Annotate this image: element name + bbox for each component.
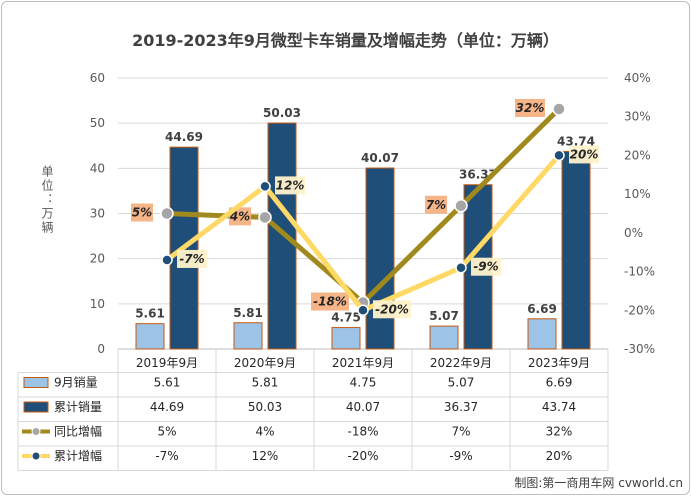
table-value: 6.69	[546, 376, 573, 390]
table-value: 5%	[157, 425, 176, 439]
y-tick-label: 50	[90, 116, 105, 130]
table-value: 44.69	[150, 400, 184, 414]
data-label-box	[373, 300, 411, 319]
data-label-box	[275, 176, 305, 195]
y2-tick-label: 30%	[624, 110, 651, 124]
legend-key-marker	[31, 427, 41, 436]
bar-value-label: 5.61	[135, 307, 165, 321]
y2-tick-label: 40%	[624, 71, 651, 85]
x-tick-label: 2022年9月	[430, 356, 492, 370]
data-label-box	[471, 257, 501, 276]
table-value: -9%	[449, 449, 472, 463]
legend-key	[23, 401, 49, 413]
line-marker	[160, 206, 174, 221]
y-tick-label: 30	[90, 207, 105, 221]
line-marker	[553, 149, 565, 162]
data-label-box	[425, 195, 447, 214]
data-label-box	[569, 145, 599, 164]
y2-tick-label: 20%	[624, 148, 651, 162]
bar-value-label: 5.07	[429, 309, 459, 323]
table-value: -7%	[155, 449, 178, 463]
x-tick-label: 2020年9月	[234, 356, 296, 370]
bar-value-label: 44.69	[165, 130, 203, 144]
x-tick-label: 2019年9月	[136, 356, 198, 370]
bar-value-label: 5.81	[233, 306, 263, 320]
line-marker	[259, 180, 271, 193]
y2-tick-label: -30%	[624, 342, 655, 356]
table-value: 36.37	[444, 400, 478, 414]
table-value: 20%	[546, 449, 573, 463]
table-value: 5.07	[448, 376, 475, 390]
data-label-box	[177, 249, 207, 268]
bar	[365, 167, 395, 350]
table-value: 32%	[546, 425, 573, 439]
line-value-label: -18%	[313, 295, 347, 309]
y-tick-label: 20	[90, 252, 105, 266]
table-value: 5.81	[252, 376, 279, 390]
legend-label: 累计销量	[54, 400, 102, 414]
line-marker	[161, 254, 173, 266]
line-value-label: 12%	[276, 178, 305, 192]
y-tick-label: 40	[90, 161, 105, 175]
bar	[331, 327, 361, 350]
bar	[267, 122, 297, 350]
y-tick-label: 0	[97, 342, 105, 356]
data-label-box	[131, 203, 153, 222]
legend-key	[23, 377, 49, 388]
legend-label: 累计增幅	[54, 448, 102, 463]
legend-key-marker	[31, 451, 41, 461]
y2-tick-label: -20%	[624, 303, 655, 317]
y2-tick-label: 0%	[624, 226, 643, 240]
line-marker	[258, 210, 272, 225]
legend-label: 9月销量	[54, 376, 98, 390]
bar	[527, 318, 557, 350]
line-value-label: 20%	[570, 147, 599, 161]
line-value-label: 4%	[229, 209, 250, 223]
line-value-label: -9%	[473, 260, 498, 274]
data-label-box	[311, 292, 349, 311]
data-label-box	[515, 98, 545, 117]
table-value: 7%	[451, 425, 470, 439]
table-value: 40.07	[346, 400, 380, 414]
line-value-label: 7%	[426, 198, 446, 212]
table-value: 4%	[255, 425, 274, 439]
bar-value-label: 40.07	[361, 151, 399, 165]
line-marker	[455, 261, 467, 274]
bar-value-label: 43.74	[557, 134, 595, 148]
bar-value-label: 4.75	[331, 311, 361, 325]
table-value: 43.74	[542, 400, 576, 414]
y2-tick-label: 10%	[624, 187, 651, 201]
bar-value-label: 6.69	[527, 302, 557, 316]
y2-tick-label: -10%	[624, 265, 655, 279]
table-value: 50.03	[248, 400, 282, 414]
bar	[429, 325, 459, 350]
table-value: -20%	[347, 449, 378, 463]
table-value: -18%	[347, 425, 378, 439]
x-tick-label: 2023年9月	[528, 356, 590, 370]
bar	[561, 150, 591, 350]
table-value: 5.61	[154, 376, 181, 390]
legend-label: 同比增幅	[54, 424, 102, 439]
source-credit: 制图:第一商用车网 cvworld.cn	[514, 476, 683, 490]
line-marker	[454, 199, 468, 213]
x-tick-label: 2021年9月	[332, 356, 394, 370]
line-value-label: -20%	[375, 302, 409, 316]
series-line	[165, 153, 561, 313]
y-tick-label: 10	[90, 297, 105, 311]
bar-value-label: 50.03	[263, 106, 301, 120]
chart-title: 2019-2023年9月微型卡车销量及增幅走势（单位：万辆）	[132, 31, 559, 50]
line-value-label: 32%	[516, 101, 545, 115]
bar	[233, 322, 263, 350]
table-value: 4.75	[350, 376, 377, 390]
line-value-label: 5%	[132, 206, 152, 220]
table-value: 12%	[252, 449, 279, 463]
y-axis-label: 单位：万辆	[40, 165, 54, 235]
line-value-label: -7%	[179, 252, 204, 266]
line-marker	[552, 102, 566, 116]
line-marker	[357, 304, 369, 317]
bar	[135, 323, 165, 350]
y-tick-label: 60	[90, 71, 105, 85]
